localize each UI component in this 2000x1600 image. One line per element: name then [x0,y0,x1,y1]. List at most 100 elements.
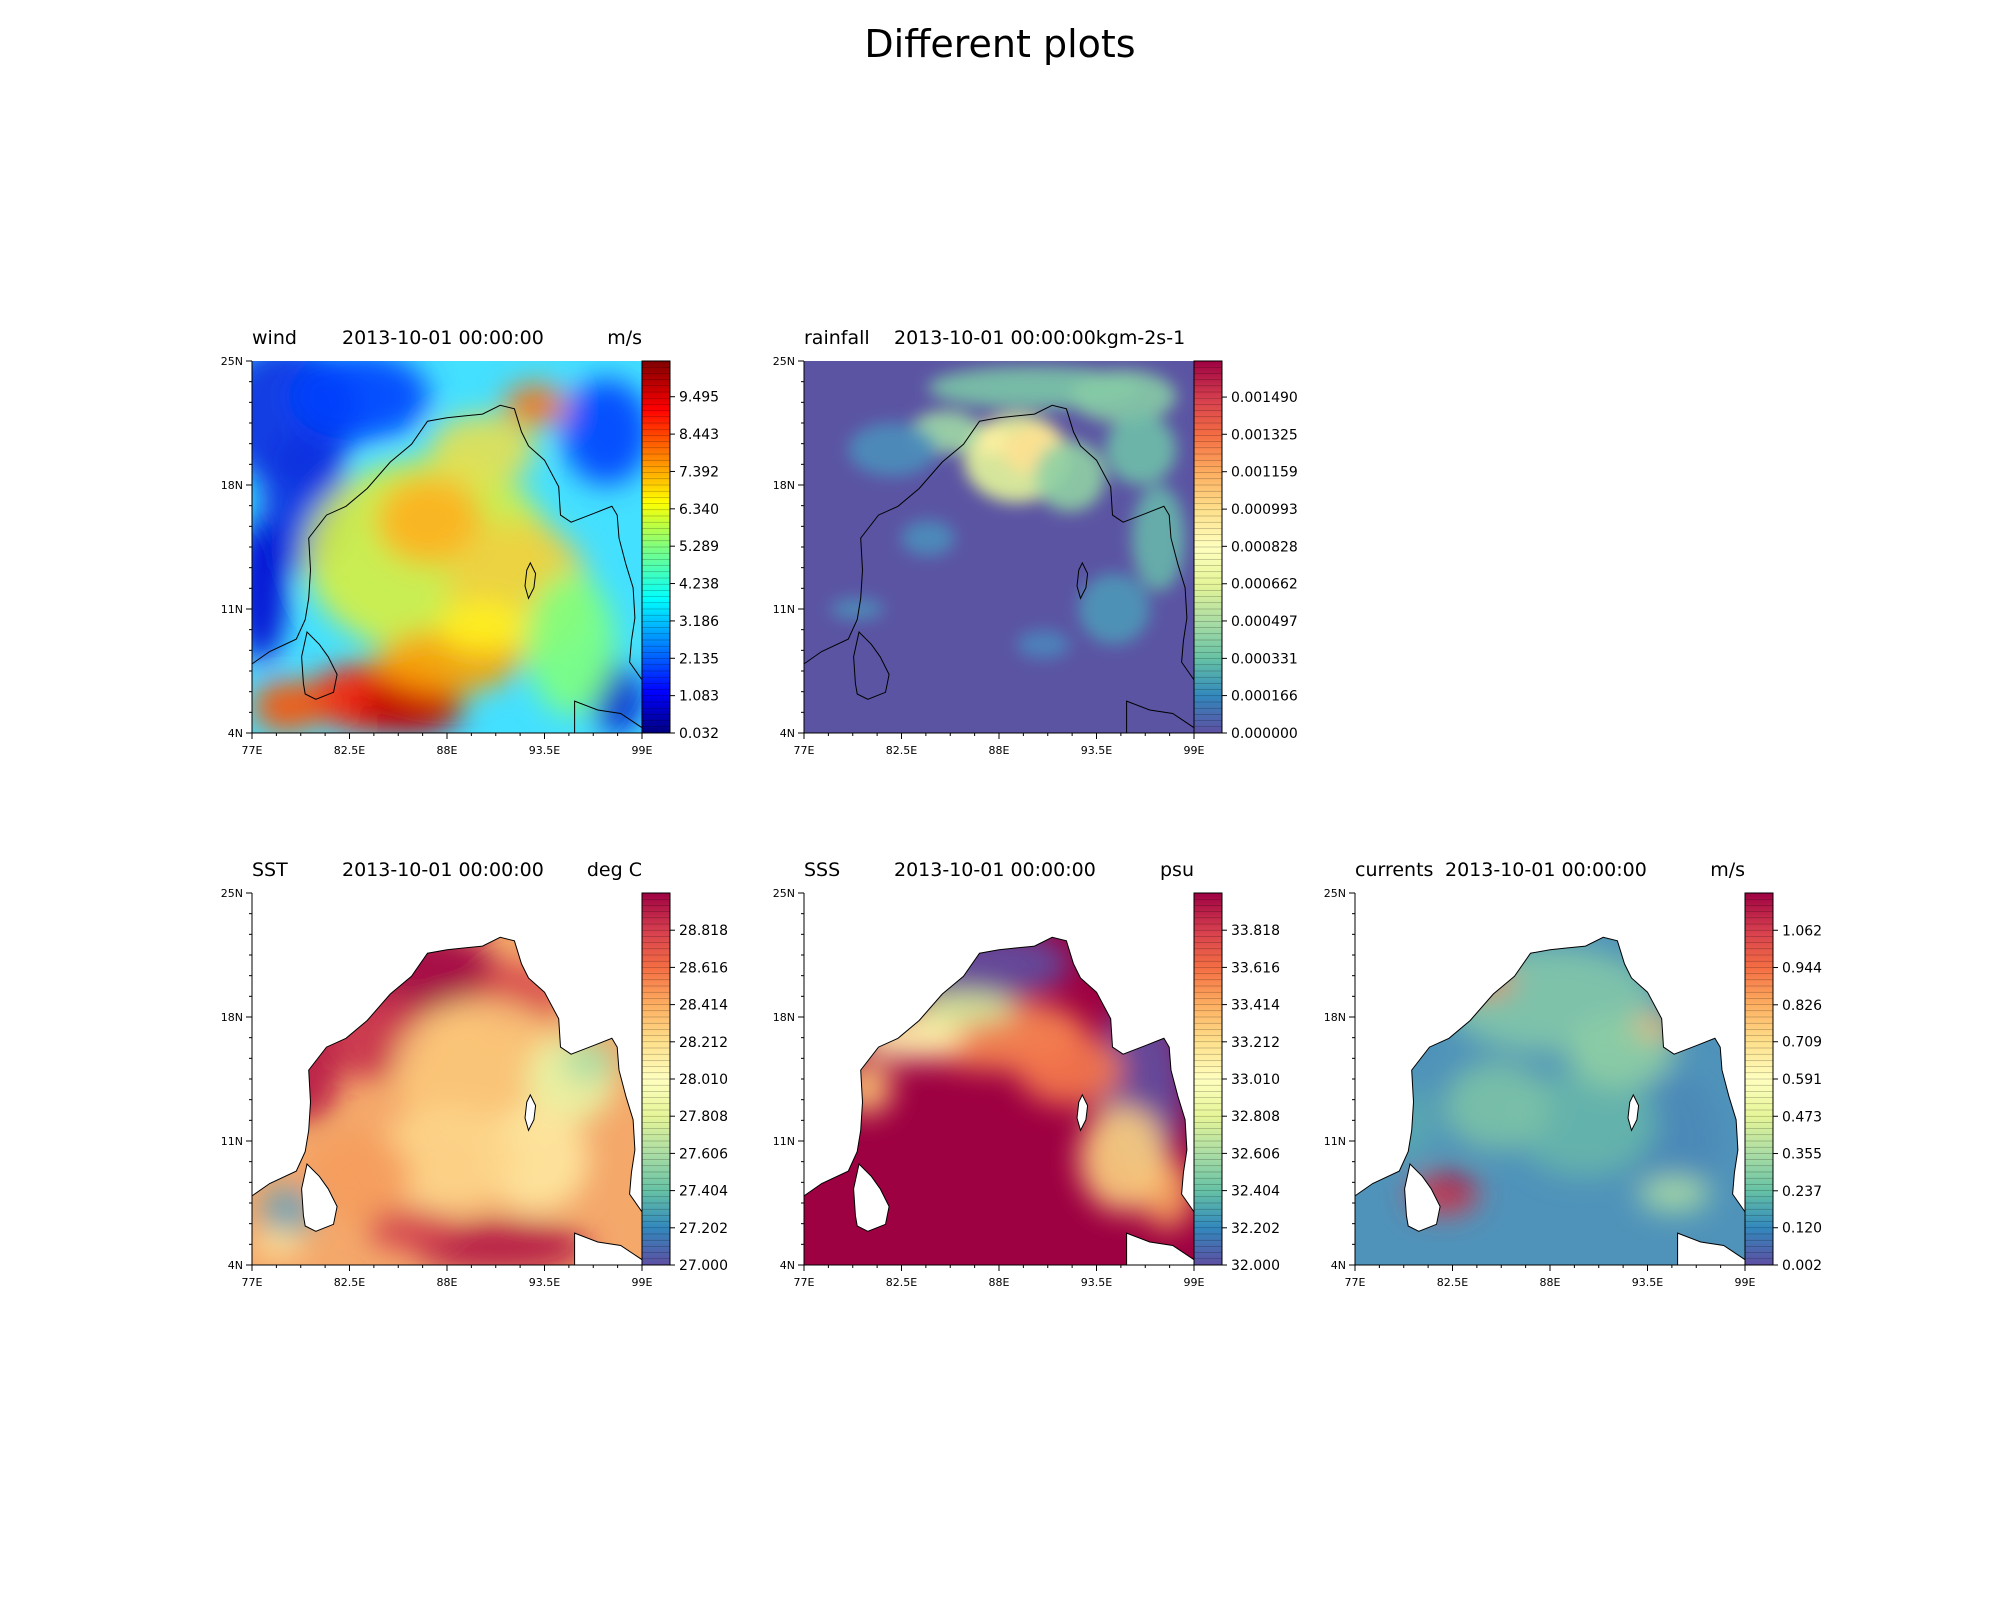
currents-colorbar-label: 0.591 [1782,1072,1822,1088]
rainfall-colorbar-label: 0.001159 [1231,465,1298,481]
rainfall-x-tick-label: 93.5E [1081,744,1112,757]
rainfall-colorbar-label: 0.000993 [1231,502,1298,518]
currents-coastline [1354,936,1746,1266]
rainfall-x-tick-label: 77E [794,744,815,757]
sst-colorbar-label: 27.202 [679,1221,728,1237]
wind-colorbar-label: 3.186 [679,614,719,630]
rainfall-y-tick-label: 4N [780,727,795,740]
sst-colorbar-label: 28.616 [679,960,728,976]
sst-colorbar-label: 27.606 [679,1146,728,1162]
sss-x-tick-label: 82.5E [886,1276,917,1289]
wind-x-tick-label: 88E [437,744,458,757]
sst-colorbar-bands [642,899,670,1259]
sst-field [252,937,642,1265]
wind-x-tick-label: 93.5E [529,744,560,757]
sss-colorbar-label: 33.414 [1231,998,1280,1014]
currents-y-tick-label: 11N [1324,1135,1346,1148]
sss-x-tick-label: 93.5E [1081,1276,1112,1289]
sst-x-tick-label: 99E [632,1276,653,1289]
sss-colorbar-label: 32.404 [1231,1184,1280,1200]
wind-colorbar-label: 4.238 [679,577,719,593]
currents-colorbar-label: 0.002 [1782,1258,1822,1274]
sss-y-tick-label: 11N [773,1135,795,1148]
currents-center-title: 2013-10-01 00:00:00 [1445,859,1647,881]
currents-y-tick-label: 18N [1324,1011,1346,1024]
sst-colorbar-label: 28.010 [679,1072,728,1088]
currents-colorbar-label: 0.473 [1782,1109,1822,1125]
sst-y-tick-label: 11N [221,1135,243,1148]
sst-y-tick-label: 18N [221,1011,243,1024]
sst-x-tick-label: 93.5E [529,1276,560,1289]
rainfall-colorbar-label: 0.001325 [1231,427,1298,443]
rainfall-colorbar-label: 0.000497 [1231,614,1298,630]
sss-x-tick-label: 77E [794,1276,815,1289]
sss-panel: SSS 2013-10-01 00:00:00 psu 77E 82.5E 88E 93.5… [773,859,1280,1289]
currents-field [1355,937,1745,1265]
currents-left-title: currents [1355,859,1433,881]
sss-y-tick-label: 18N [773,1011,795,1024]
currents-colorbar-label: 0.237 [1782,1184,1822,1200]
sst-panel: SST 2013-10-01 00:00:00 deg C 77E 82.5E 88E 93… [221,859,728,1289]
sst-left-title: SST [252,859,288,881]
sss-left-title: SSS [804,859,840,881]
rainfall-colorbar-label: 0.000331 [1231,651,1298,667]
rainfall-panel: rainfall 2013-10-01 00:00:00kgm-2s-1 77E 82… [773,327,1298,757]
rainfall-left-title: rainfall [804,327,870,349]
wind-colorbar-label: 1.083 [679,689,719,705]
currents-x-tick-label: 93.5E [1632,1276,1663,1289]
sss-y-tick-label: 25N [773,887,795,900]
rainfall-center-title: 2013-10-01 00:00:00kgm-2s-1 [894,327,1185,349]
sss-colorbar-label: 32.606 [1231,1146,1280,1162]
sst-colorbar-label: 27.404 [679,1184,728,1200]
currents-x-tick-label: 88E [1540,1276,1561,1289]
sss-center-title: 2013-10-01 00:00:00 [894,859,1096,881]
sss-x-tick-label: 88E [989,1276,1010,1289]
wind-x-tick-label: 77E [242,744,263,757]
currents-panel: currents 2013-10-01 00:00:00 m/s 77E 82.5E 88… [1324,859,1822,1289]
wind-y-tick-label: 25N [221,355,243,368]
sst-right-title: deg C [587,859,642,881]
wind-y-tick-label: 4N [228,727,243,740]
sst-coastline [251,936,643,1266]
rainfall-colorbar-bands [1194,367,1222,727]
wind-center-title: 2013-10-01 00:00:00 [342,327,544,349]
rainfall-y-tick-label: 18N [773,479,795,492]
wind-right-title: m/s [607,327,642,349]
rainfall-colorbar-label: 0.000828 [1231,539,1298,555]
wind-field [252,361,642,733]
sss-colorbar-label: 33.010 [1231,1072,1280,1088]
sst-colorbar-label: 27.000 [679,1258,728,1274]
rainfall-field [804,361,1194,733]
sss-colorbar-bands [1194,899,1222,1259]
wind-colorbar-label: 7.392 [679,464,719,480]
wind-x-tick-label: 99E [632,744,653,757]
wind-y-tick-label: 18N [221,479,243,492]
sss-field [804,937,1194,1265]
wind-colorbar-label: 9.495 [679,390,719,406]
sst-colorbar-label: 28.212 [679,1035,728,1051]
wind-colorbar-label: 8.443 [679,427,719,443]
rainfall-x-tick-label: 88E [989,744,1010,757]
currents-colorbar-bands [1745,899,1773,1259]
wind-panel: wind 2013-10-01 00:00:00 m/s 77E 82.5E 88E 93.… [221,327,719,757]
rainfall-colorbar-label: 0.000166 [1231,689,1298,705]
wind-colorbar-label: 2.135 [679,651,719,667]
currents-y-tick-label: 4N [1331,1259,1346,1272]
sst-x-tick-label: 77E [242,1276,263,1289]
sss-colorbar-label: 33.212 [1231,1035,1280,1051]
sss-right-title: psu [1160,859,1194,881]
sst-colorbar-label: 27.808 [679,1109,728,1125]
sss-colorbar-label: 33.818 [1231,923,1280,939]
sss-colorbar-label: 32.808 [1231,1109,1280,1125]
sss-colorbar-label: 32.202 [1231,1221,1280,1237]
rainfall-x-tick-label: 99E [1184,744,1205,757]
currents-x-tick-label: 82.5E [1437,1276,1468,1289]
currents-colorbar-label: 1.062 [1782,923,1822,939]
sst-y-tick-label: 4N [228,1259,243,1272]
currents-x-tick-label: 99E [1735,1276,1756,1289]
sss-x-tick-label: 99E [1184,1276,1205,1289]
currents-x-tick-label: 77E [1345,1276,1366,1289]
figure-title: Different plots [864,22,1136,66]
sst-colorbar-label: 28.818 [679,923,728,939]
